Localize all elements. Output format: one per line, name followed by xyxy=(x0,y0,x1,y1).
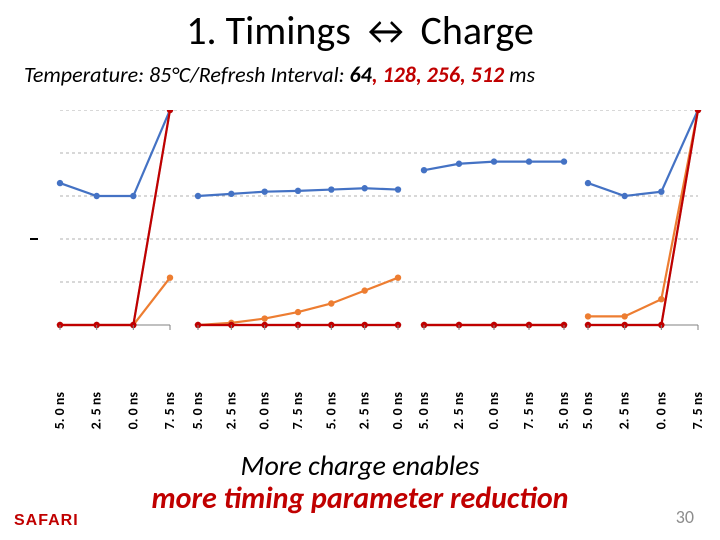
svg-text:15. 0 ns: 15. 0 ns xyxy=(415,392,432,430)
caption-line2: more timing parameter reduction xyxy=(0,480,720,517)
svg-text:20. 0 ns: 20. 0 ns xyxy=(389,392,406,430)
page-number: 30 xyxy=(676,506,694,528)
refresh-interval: 256 xyxy=(427,61,460,88)
svg-text:10. 0 ns: 10. 0 ns xyxy=(652,392,669,430)
chart-container: 15. 0 ns 12. 5 ns 10. 0 ns 7. 5 ns 35. 0 ns 3… xyxy=(30,110,702,430)
svg-text:7. 5 ns: 7. 5 ns xyxy=(689,392,702,430)
svg-text:12. 5 ns: 12. 5 ns xyxy=(88,392,105,430)
svg-text:27. 5 ns: 27. 5 ns xyxy=(289,392,306,430)
svg-text:10. 0 ns: 10. 0 ns xyxy=(485,392,502,430)
timings-charge-chart: 15. 0 ns 12. 5 ns 10. 0 ns 7. 5 ns 35. 0 ns 3… xyxy=(30,110,702,430)
svg-text:15. 0 ns: 15. 0 ns xyxy=(51,392,68,430)
slide-title: 1. Timings ↔ Charge xyxy=(0,0,720,55)
svg-text:22. 5 ns: 22. 5 ns xyxy=(356,392,373,430)
svg-text:30. 0 ns: 30. 0 ns xyxy=(256,392,273,430)
subtitle-prefix: Temperature: 85°C/Refresh Interval: xyxy=(24,61,350,88)
refresh-interval: 64 xyxy=(350,61,372,88)
svg-text:32. 5 ns: 32. 5 ns xyxy=(222,392,239,430)
safari-logo: SAFARI xyxy=(14,512,79,530)
svg-text:5. 0 ns: 5. 0 ns xyxy=(555,392,572,430)
refresh-interval: 512 xyxy=(471,61,504,88)
refresh-interval: 128 xyxy=(382,61,415,88)
subtitle-suffix: ms xyxy=(504,61,535,88)
svg-text:12. 5 ns: 12. 5 ns xyxy=(450,392,467,430)
svg-text:15. 0 ns: 15. 0 ns xyxy=(579,392,596,430)
caption-line1: More charge enables xyxy=(0,448,720,483)
svg-text:12. 5 ns: 12. 5 ns xyxy=(616,392,633,430)
svg-text:7. 5 ns: 7. 5 ns xyxy=(161,392,178,430)
svg-text:7. 5 ns: 7. 5 ns xyxy=(520,392,537,430)
svg-text:10. 0 ns: 10. 0 ns xyxy=(124,392,141,430)
slide-subtitle: Temperature: 85°C/Refresh Interval: 64, … xyxy=(0,55,720,88)
svg-text:35. 0 ns: 35. 0 ns xyxy=(189,392,206,430)
svg-text:25. 0 ns: 25. 0 ns xyxy=(322,392,339,430)
